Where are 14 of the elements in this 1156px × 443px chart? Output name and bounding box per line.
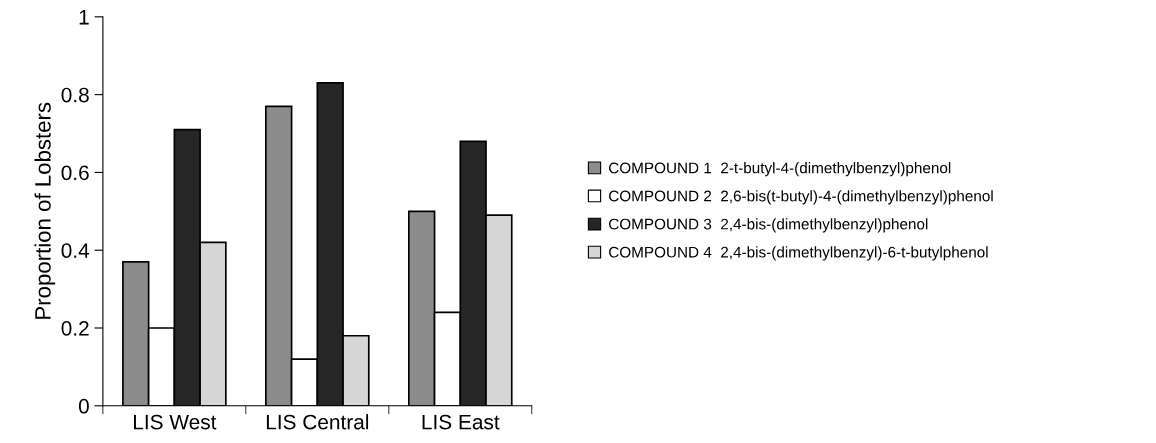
legend-label: COMPOUND 1 2-t-butyl-4-(dimethylbenzyl)phenol [609, 162, 951, 177]
y-tick-label: 0.2 [61, 321, 89, 336]
y-tick-label: 0.6 [61, 165, 89, 181]
y-axis-title: Proportion of Lobsters [34, 102, 56, 319]
x-tick-label: LIS Central [266, 414, 369, 430]
legend-label: COMPOUND 4 2,4-bis-(dimethylbenzyl)-6-t-butylphenol [609, 246, 988, 261]
y-tick-label: 0 [78, 398, 89, 414]
legend-label: COMPOUND 2 2,6-bis(t-butyl)-4-(dimethylbenzyl)phenol [609, 190, 993, 205]
y-tick-label: 1 [79, 10, 89, 25]
x-tick-label: LIS West [134, 414, 217, 430]
y-tick-label: 0.8 [61, 87, 89, 103]
y-tick-label: 0.4 [61, 243, 90, 258]
x-tick-label: LIS East [422, 414, 500, 430]
legend-label: COMPOUND 3 2,4-bis-(dimethylbenzyl)phenol [609, 218, 928, 233]
